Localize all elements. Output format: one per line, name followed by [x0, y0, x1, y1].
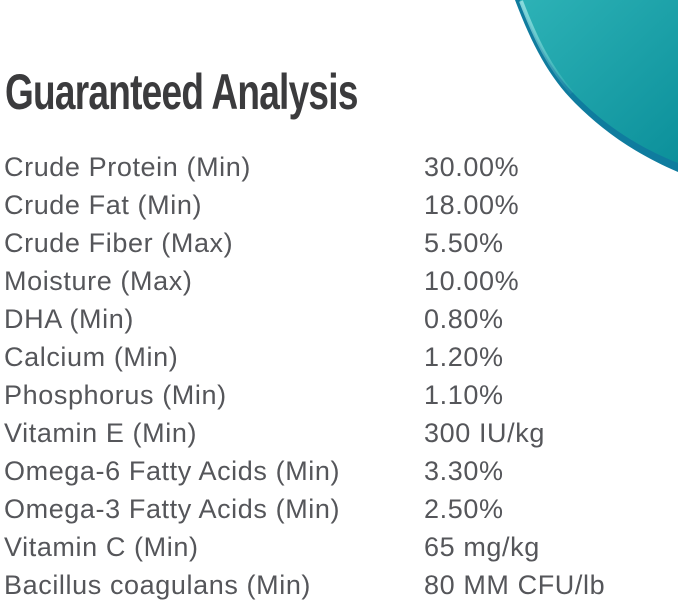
table-row: Vitamin E (Min) 300 IU/kg [4, 414, 664, 452]
nutrient-value: 5.50% [424, 228, 504, 258]
nutrient-value: 65 mg/kg [424, 532, 540, 562]
nutrient-label: Crude Fiber (Max) [4, 228, 234, 258]
nutrient-value: 0.80% [424, 304, 504, 334]
nutrient-label: Omega-6 Fatty Acids (Min) [4, 456, 341, 486]
nutrient-label: Calcium (Min) [4, 342, 179, 372]
nutrient-label: Crude Fat (Min) [4, 190, 203, 220]
table-row: Omega-6 Fatty Acids (Min) 3.30% [4, 452, 664, 490]
wave-dark-edge [515, 0, 678, 172]
table-row: Omega-3 Fatty Acids (Min) 2.50% [4, 490, 664, 528]
nutrient-value: 1.10% [424, 380, 504, 410]
table-row: DHA (Min) 0.80% [4, 300, 664, 338]
nutrient-value: 80 MM CFU/lb [424, 570, 606, 600]
nutrient-value: 1.20% [424, 342, 504, 372]
nutrient-label: Vitamin C (Min) [4, 532, 199, 562]
table-row: Vitamin C (Min) 65 mg/kg [4, 528, 664, 566]
nutrient-value: 30.00% [424, 152, 520, 182]
nutrient-value: 300 IU/kg [424, 418, 545, 448]
nutrient-label: DHA (Min) [4, 304, 134, 334]
table-row: Phosphorus (Min) 1.10% [4, 376, 664, 414]
table-row: Crude Protein (Min) 30.00% [4, 148, 664, 186]
table-row: Crude Fiber (Max) 5.50% [4, 224, 664, 262]
nutrient-label: Moisture (Max) [4, 266, 193, 296]
nutrient-label: Vitamin E (Min) [4, 418, 198, 448]
nutrient-label: Bacillus coagulans (Min) [4, 570, 312, 600]
table-row: Moisture (Max) 10.00% [4, 262, 664, 300]
table-row: Bacillus coagulans (Min) 80 MM CFU/lb [4, 566, 664, 604]
table-row: Calcium (Min) 1.20% [4, 338, 664, 376]
nutrient-label: Crude Protein (Min) [4, 152, 251, 182]
nutrient-label: Phosphorus (Min) [4, 380, 227, 410]
nutrient-value: 10.00% [424, 266, 520, 296]
nutrient-value: 3.30% [424, 456, 504, 486]
nutrient-value: 18.00% [424, 190, 520, 220]
nutrient-label: Omega-3 Fatty Acids (Min) [4, 494, 341, 524]
page-title: Guaranteed Analysis [5, 64, 358, 120]
nutrient-value: 2.50% [424, 494, 504, 524]
table-row: Crude Fat (Min) 18.00% [4, 186, 664, 224]
wave-edge-highlight [519, 0, 574, 95]
guaranteed-analysis-table: Crude Protein (Min) 30.00% Crude Fat (Mi… [4, 148, 664, 604]
wave-main-shape [520, 0, 678, 163]
